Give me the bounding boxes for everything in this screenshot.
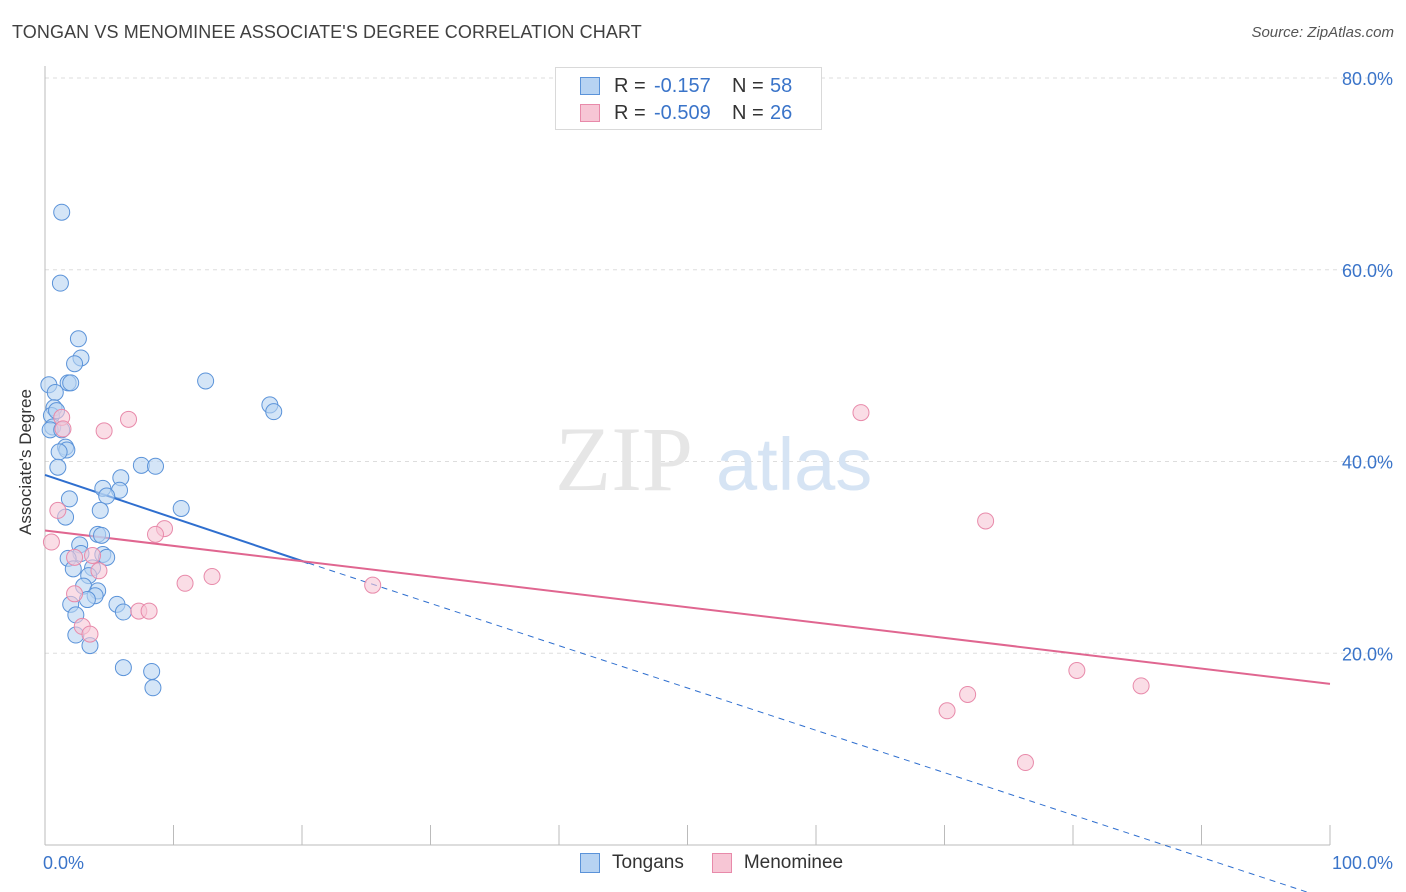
trend-lines [44, 473, 1331, 892]
point-tongan [114, 659, 132, 677]
source-label: Source: ZipAtlas.com [1251, 24, 1394, 41]
chart-title: TONGAN VS MENOMINEE ASSOCIATE'S DEGREE C… [12, 22, 642, 42]
point-tongan [49, 458, 67, 476]
menominee-swatch [580, 104, 600, 122]
x-tick-label: 0.0% [43, 853, 84, 873]
series-legend: Tongans Menominee [580, 852, 871, 874]
menominee-swatch [711, 853, 732, 873]
point-menominee [364, 576, 382, 594]
point-menominee [49, 501, 67, 519]
point-menominee [90, 562, 108, 580]
watermark-atlas: atlas [716, 423, 872, 506]
tongan-swatch [580, 853, 600, 873]
point-menominee [140, 602, 158, 620]
point-tongan [91, 501, 109, 519]
point-menominee [42, 533, 60, 551]
r-value: -0.509 [654, 101, 711, 124]
point-tongan [114, 603, 132, 621]
point-menominee [1016, 754, 1034, 772]
y-tick-label: 40.0% [1342, 453, 1393, 473]
point-tongan [66, 355, 84, 373]
axes [44, 66, 1331, 846]
y-tick-label: 80.0% [1342, 69, 1393, 89]
legend-item-tongans: Tongans [580, 852, 684, 874]
point-menominee [852, 404, 870, 422]
point-tongan [50, 443, 68, 461]
r-label: R = [614, 101, 646, 124]
point-tongan [172, 499, 190, 517]
point-menominee [54, 420, 72, 438]
point-menominee [959, 685, 977, 703]
grid-lines [45, 77, 1392, 654]
r-value: -0.157 [654, 74, 711, 97]
y-tick-label: 20.0% [1342, 644, 1393, 664]
trend-line-tongans [308, 562, 1309, 892]
point-tongan [132, 456, 150, 474]
point-menominee [203, 568, 221, 586]
point-tongan [51, 274, 69, 292]
point-menominee [81, 625, 99, 643]
point-menominee [66, 585, 84, 603]
n-label: N = [732, 101, 764, 124]
trend-line-tongans [44, 473, 309, 565]
point-menominee [977, 512, 995, 530]
point-tongan [62, 374, 80, 392]
n-value: 58 [770, 74, 793, 97]
point-tongan [93, 526, 111, 544]
point-tongan [147, 457, 165, 475]
point-menominee [66, 548, 84, 566]
n-value: 26 [770, 101, 793, 124]
point-tongan [69, 330, 87, 348]
legend-label-tongans: Tongans [612, 852, 684, 873]
point-menominee [120, 410, 138, 428]
trend-line-menominee [44, 529, 1331, 685]
point-tongan [60, 490, 78, 508]
legend-item-menominee: Menominee [711, 852, 844, 874]
legend-row-menominee: R = -0.509 N = 26 [580, 101, 792, 125]
point-menominee [95, 422, 113, 440]
y-tick-label: 60.0% [1342, 261, 1393, 281]
tongan-swatch [580, 77, 600, 95]
point-tongan [197, 372, 215, 390]
watermark-zip: ZIP [555, 408, 693, 510]
correlation-legend: R = -0.157 N = 58 R = -0.509 N = 26 [555, 67, 822, 130]
point-menominee [176, 574, 194, 592]
legend-label-menominee: Menominee [743, 852, 844, 873]
point-tongan [143, 662, 161, 680]
point-tongan [265, 403, 283, 421]
point-menominee [1068, 662, 1086, 680]
point-tongan [46, 383, 64, 401]
point-tongan [98, 487, 116, 505]
point-tongan [144, 679, 162, 697]
point-menominee [84, 546, 102, 564]
point-tongan [53, 203, 71, 221]
point-menominee [938, 702, 956, 720]
r-label: R = [614, 74, 646, 97]
x-tick-label: 100.0% [1332, 853, 1393, 873]
point-menominee [1132, 677, 1150, 695]
n-label: N = [732, 74, 764, 97]
point-menominee [147, 525, 165, 543]
legend-row-tongans: R = -0.157 N = 58 [580, 74, 792, 98]
tick-labels: 20.0% 40.0% 60.0% 80.0% 0.0% 100.0% [43, 69, 1393, 873]
data-points [40, 203, 1150, 772]
watermark: ZIP atlas [555, 408, 872, 510]
